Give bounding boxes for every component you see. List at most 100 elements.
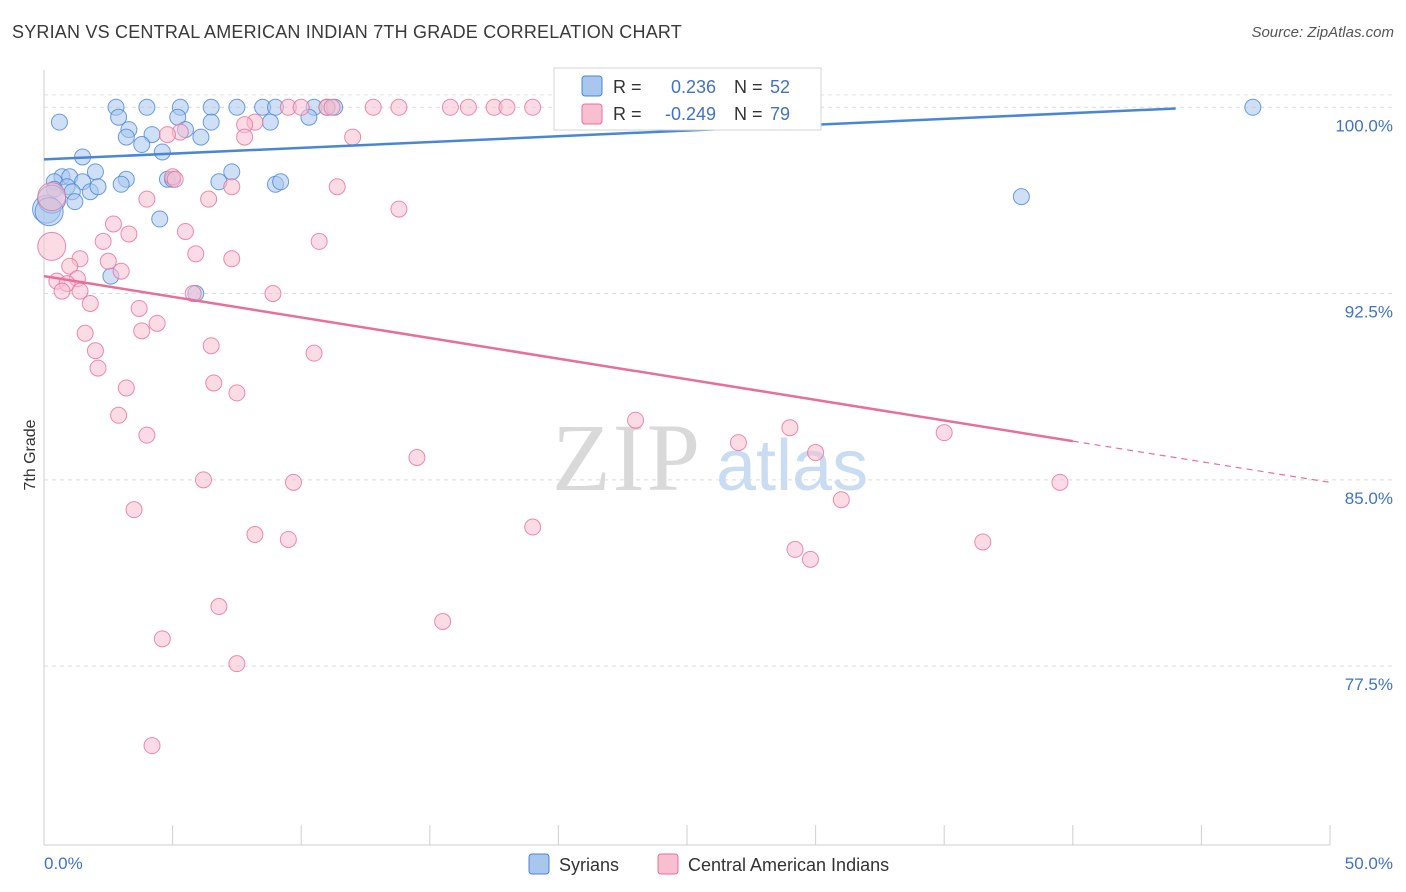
y-axis-title: 7th Grade (22, 419, 39, 490)
legend-n-label-central-american-indians: N = (734, 104, 763, 124)
point-central-american-indians (1051, 473, 1069, 491)
point-central-american-indians (133, 322, 151, 340)
point-syrians (1012, 188, 1030, 206)
point-central-american-indians (104, 215, 122, 233)
point-central-american-indians (390, 200, 408, 218)
series-legend-swatch-central-american-indians (657, 853, 679, 875)
point-syrians (202, 98, 220, 116)
point-syrians (1244, 98, 1262, 116)
point-central-american-indians (264, 285, 282, 303)
point-central-american-indians (112, 262, 130, 280)
series-legend: Syrians Central American Indians (528, 853, 889, 875)
point-central-american-indians (801, 550, 819, 568)
point-central-american-indians (246, 526, 264, 544)
point-central-american-indians (205, 374, 223, 392)
point-central-american-indians (434, 612, 452, 630)
y-tick-label: 92.5% (1345, 303, 1393, 322)
legend-r-value-central-american-indians: -0.249 (665, 104, 716, 124)
point-central-american-indians (729, 434, 747, 452)
point-syrians (66, 193, 84, 211)
point-central-american-indians (524, 98, 542, 116)
point-syrians (112, 175, 130, 193)
data-points (32, 98, 1262, 755)
x-tick-label-min: 0.0% (44, 854, 83, 873)
point-central-american-indians (61, 257, 79, 275)
point-central-american-indians (284, 473, 302, 491)
point-central-american-indians (328, 178, 346, 196)
point-central-american-indians (138, 190, 156, 208)
point-central-american-indians (390, 98, 408, 116)
point-central-american-indians (974, 533, 992, 551)
legend-swatch-central-american-indians (581, 103, 603, 125)
point-central-american-indians (86, 342, 104, 360)
point-syrians (138, 98, 156, 116)
legend-n-value-central-american-indians: 79 (770, 104, 790, 124)
point-central-american-indians (184, 285, 202, 303)
legend-r-label-central-american-indians: R = (613, 104, 642, 124)
point-central-american-indians (292, 98, 310, 116)
point-central-american-indians (110, 406, 128, 424)
point-syrians (110, 108, 128, 126)
point-central-american-indians (228, 384, 246, 402)
point-central-american-indians (130, 299, 148, 317)
point-central-american-indians (364, 98, 382, 116)
point-central-american-indians (408, 449, 426, 466)
point-central-american-indians (125, 501, 143, 519)
point-central-american-indians (305, 344, 323, 362)
point-central-american-indians (200, 190, 218, 208)
point-central-american-indians (524, 518, 542, 536)
point-central-american-indians (153, 630, 171, 648)
point-central-american-indians (627, 411, 645, 429)
point-central-american-indians (807, 444, 825, 462)
grid-lines (44, 94, 1393, 667)
y-tick-label: 77.5% (1345, 675, 1393, 694)
chart-title: SYRIAN VS CENTRAL AMERICAN INDIAN 7TH GR… (12, 22, 682, 42)
point-syrians (272, 173, 290, 191)
point-central-american-indians (138, 426, 156, 444)
point-central-american-indians (459, 98, 477, 116)
point-central-american-indians (223, 178, 241, 196)
legend-r-value-syrians: 0.236 (671, 77, 716, 97)
point-central-american-indians (344, 128, 362, 146)
point-syrians (117, 128, 135, 146)
point-central-american-indians (781, 419, 799, 437)
point-central-american-indians (323, 98, 341, 116)
stats-legend: R = 0.236 N = 52 R = -0.249 N = 79 (553, 67, 822, 131)
point-central-american-indians (99, 252, 117, 270)
trend-line-central-american-indians-extension (1072, 440, 1331, 483)
legend-n-label-syrians: N = (734, 77, 763, 97)
point-central-american-indians (94, 232, 112, 250)
point-central-american-indians (37, 182, 67, 212)
y-tick-label: 85.0% (1345, 489, 1393, 508)
point-central-american-indians (441, 98, 459, 116)
point-central-american-indians (120, 225, 138, 243)
point-central-american-indians (228, 655, 246, 673)
point-syrians (261, 113, 279, 131)
point-central-american-indians (143, 737, 161, 755)
point-central-american-indians (223, 250, 241, 268)
legend-swatch-syrians (581, 75, 603, 97)
point-syrians (223, 163, 241, 181)
y-tick-labels: 100.0% 92.5% 85.0% 77.5% (1335, 116, 1393, 694)
series-legend-swatch-syrians (528, 853, 550, 875)
point-syrians (151, 210, 169, 228)
point-central-american-indians (166, 170, 184, 188)
point-central-american-indians (53, 282, 71, 300)
point-central-american-indians (935, 424, 953, 442)
trend-lines (43, 107, 1331, 483)
trend-line-central-american-indians (43, 274, 1073, 443)
x-ticks (43, 825, 1331, 845)
point-central-american-indians (210, 598, 228, 616)
y-tick-label: 100.0% (1335, 116, 1393, 135)
point-syrians (153, 143, 171, 161)
legend-n-value-syrians: 52 (770, 77, 790, 97)
point-syrians (192, 128, 210, 146)
point-central-american-indians (187, 245, 205, 263)
point-central-american-indians (89, 359, 107, 377)
point-central-american-indians (832, 491, 850, 509)
point-central-american-indians (148, 314, 166, 332)
series-legend-label-syrians: Syrians (559, 855, 619, 875)
point-syrians (133, 136, 151, 154)
point-central-american-indians (76, 324, 94, 342)
